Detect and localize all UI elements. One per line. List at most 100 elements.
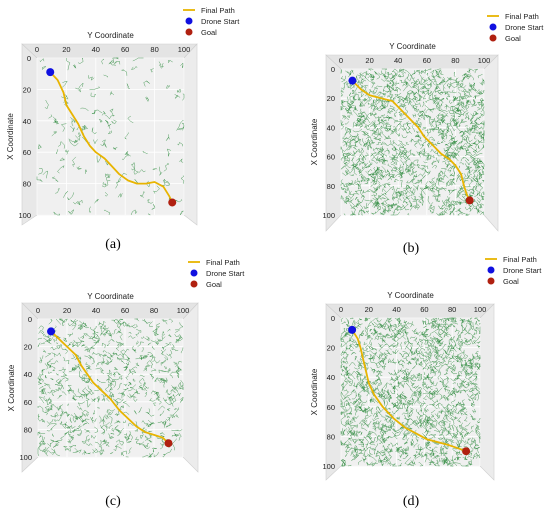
drone-start-marker bbox=[47, 327, 56, 336]
legend-start-swatch bbox=[487, 266, 495, 274]
x-tick-label: 40 bbox=[92, 306, 100, 315]
legend-goal-swatch bbox=[487, 277, 495, 285]
x-tick-label: 20 bbox=[63, 306, 71, 315]
final-path-line bbox=[351, 329, 467, 453]
pane-right bbox=[483, 54, 499, 232]
y-tick-label: 40 bbox=[23, 117, 31, 126]
x-axis-title: Y Coordinate bbox=[387, 291, 434, 300]
x-tick-label: 80 bbox=[451, 56, 459, 65]
legend: Final Path Drone Start Goal bbox=[188, 258, 245, 289]
rrt-tree bbox=[340, 317, 481, 467]
final-path-line bbox=[50, 330, 170, 444]
chart-panel-b: 0 20 40 60 80 100 0 20 40 60 80 100 Y Coordinate X Co… bbox=[310, 12, 544, 256]
chart-panel-c: 0 20 40 60 80 100 0 20 40 60 80 100 Y Coordinate X Co… bbox=[7, 258, 245, 509]
y-tick-label: 100 bbox=[18, 211, 31, 220]
y-axis-title: X Coordinate bbox=[6, 113, 15, 160]
y-axis-title: X Coordinate bbox=[310, 368, 319, 415]
pane-right bbox=[182, 302, 199, 473]
legend-drone-start: Drone Start bbox=[201, 17, 240, 26]
x-tick-label: 60 bbox=[420, 305, 428, 314]
y-tick-label: 20 bbox=[327, 94, 335, 103]
y-tick-label: 0 bbox=[28, 315, 32, 324]
y-axis-title: X Coordinate bbox=[7, 364, 16, 411]
legend-start-swatch bbox=[185, 17, 193, 25]
pane-top bbox=[21, 43, 198, 59]
y-tick-label: 80 bbox=[24, 425, 32, 434]
x-tick-label: 100 bbox=[177, 306, 190, 315]
y-tick-label: 0 bbox=[27, 54, 31, 63]
y-tick-label: 40 bbox=[24, 370, 32, 379]
y-tick-label: 80 bbox=[23, 180, 31, 189]
y-axis-title: X Coordinate bbox=[310, 118, 319, 165]
panel-label: (b) bbox=[403, 241, 420, 256]
y-tick-label: 60 bbox=[327, 153, 335, 162]
y-tick-label: 20 bbox=[23, 85, 31, 94]
legend-final-path: Final Path bbox=[206, 258, 240, 267]
x-tick-label: 20 bbox=[365, 56, 373, 65]
x-tick-label: 100 bbox=[178, 45, 191, 54]
x-tick-label: 60 bbox=[121, 306, 129, 315]
x-axis-title: Y Coordinate bbox=[87, 292, 134, 301]
x-axis-title: Y Coordinate bbox=[389, 42, 436, 51]
plot-area bbox=[340, 317, 481, 467]
legend-drone-start: Drone Start bbox=[503, 266, 542, 275]
x-tick-label: 20 bbox=[365, 305, 373, 314]
legend-goal-swatch bbox=[190, 280, 198, 288]
pane-top bbox=[325, 303, 495, 319]
pane-right bbox=[479, 303, 495, 481]
y-tick-label: 80 bbox=[327, 182, 335, 191]
pane-right bbox=[183, 43, 198, 226]
y-tick-label: 40 bbox=[327, 373, 335, 382]
x-tick-label: 0 bbox=[339, 56, 343, 65]
x-tick-label: 60 bbox=[121, 45, 129, 54]
panel-label: (a) bbox=[105, 237, 121, 252]
goal-marker bbox=[462, 447, 471, 456]
final-path-line bbox=[49, 71, 174, 203]
legend-final-path: Final Path bbox=[505, 12, 539, 21]
y-tick-label: 60 bbox=[327, 403, 335, 412]
legend-final-path: Final Path bbox=[201, 6, 235, 15]
legend-goal-swatch bbox=[185, 28, 193, 36]
x-tick-label: 20 bbox=[62, 45, 70, 54]
legend-final-path: Final Path bbox=[503, 255, 537, 264]
goal-marker bbox=[465, 196, 474, 205]
legend: Final Path Drone Start Goal bbox=[487, 12, 544, 43]
rrt-tree bbox=[36, 57, 185, 216]
legend-goal: Goal bbox=[503, 277, 519, 286]
y-tick-label: 100 bbox=[322, 211, 335, 220]
y-tick-label: 60 bbox=[23, 148, 31, 157]
legend-goal: Goal bbox=[206, 280, 222, 289]
legend-goal: Goal bbox=[201, 28, 217, 37]
drone-start-marker bbox=[348, 76, 357, 85]
x-axis-title: Y Coordinate bbox=[87, 31, 134, 40]
panel-label: (d) bbox=[403, 494, 420, 509]
y-tick-label: 60 bbox=[24, 398, 32, 407]
legend-start-swatch bbox=[190, 269, 198, 277]
goal-marker bbox=[164, 439, 173, 448]
y-tick-label: 100 bbox=[19, 453, 32, 462]
x-tick-label: 100 bbox=[474, 305, 487, 314]
x-tick-label: 80 bbox=[448, 305, 456, 314]
x-tick-label: 80 bbox=[150, 45, 158, 54]
x-tick-label: 40 bbox=[392, 305, 400, 314]
x-tick-label: 0 bbox=[339, 305, 343, 314]
legend-drone-start: Drone Start bbox=[206, 269, 245, 278]
y-tick-label: 20 bbox=[24, 343, 32, 352]
pane-left bbox=[325, 54, 342, 232]
panel-label: (c) bbox=[105, 494, 121, 509]
chart-panel-a: 0 20 40 60 80 100 0 20 40 60 80 100 Y Coordinate X Co… bbox=[6, 6, 240, 252]
tree-branches bbox=[340, 68, 485, 216]
legend: Final Path Drone Start Goal bbox=[485, 255, 542, 286]
legend-start-swatch bbox=[489, 23, 497, 31]
legend-drone-start: Drone Start bbox=[505, 23, 544, 32]
pane-top bbox=[325, 54, 499, 70]
tree-branches bbox=[340, 317, 481, 467]
x-tick-label: 100 bbox=[478, 56, 491, 65]
pane-top bbox=[21, 302, 199, 320]
rrt-tree bbox=[37, 318, 184, 458]
rrt-tree bbox=[340, 68, 485, 216]
final-path-line bbox=[351, 80, 471, 201]
legend-goal-swatch bbox=[489, 34, 497, 42]
x-tick-label: 40 bbox=[394, 56, 402, 65]
